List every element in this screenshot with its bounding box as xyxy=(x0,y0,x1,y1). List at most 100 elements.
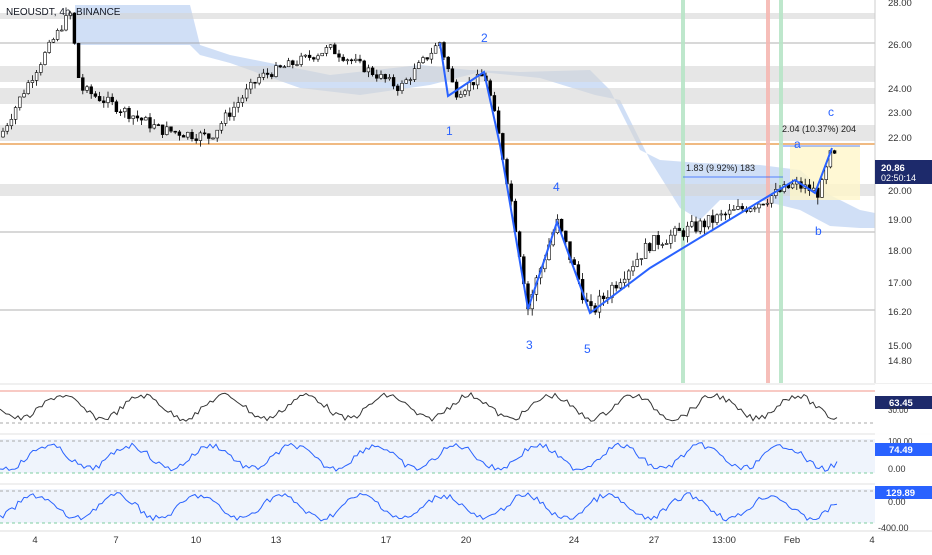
price-axis-label: 23.00 xyxy=(888,108,912,119)
resistance-zone xyxy=(0,184,875,196)
indicator-line xyxy=(0,492,838,522)
measure-label-2: 2.04 (10.37%) 204 xyxy=(782,124,856,134)
candle-body xyxy=(148,117,152,129)
candle-body xyxy=(736,206,740,210)
candle-body xyxy=(824,166,828,180)
resistance-zone xyxy=(0,13,875,19)
candle-body xyxy=(433,45,438,54)
candle-body xyxy=(496,110,501,134)
candle-body xyxy=(194,138,198,141)
resistance-zone xyxy=(0,125,875,141)
candle-body xyxy=(375,74,379,79)
candle-body xyxy=(207,133,211,139)
candle-body xyxy=(509,183,513,202)
candle-body xyxy=(114,101,119,113)
candle-body xyxy=(400,82,404,92)
candle-body xyxy=(81,77,85,91)
wave-label-c: c xyxy=(828,105,834,119)
candle-body xyxy=(492,95,497,112)
resistance-zone xyxy=(0,88,875,104)
candle-body xyxy=(698,220,702,232)
price-axis-label: 28.00 xyxy=(888,0,912,9)
rsi-tick-30: 30.00 xyxy=(888,406,909,415)
candle-body xyxy=(463,90,467,95)
candle-body xyxy=(85,86,89,91)
cci1-tick-100: 100.00 xyxy=(888,437,913,446)
indicator-panes[interactable] xyxy=(0,383,932,530)
wave-label-5: 5 xyxy=(584,342,591,356)
candle-body xyxy=(307,54,312,58)
cci2-tick-0: 0.00 xyxy=(888,497,906,507)
candlesticks[interactable] xyxy=(1,10,837,319)
candle-body xyxy=(316,55,320,60)
candle-body xyxy=(39,64,43,73)
candle-body xyxy=(417,62,421,69)
candle-body xyxy=(97,96,102,102)
candle-body xyxy=(202,132,207,135)
candle-body xyxy=(274,65,278,77)
candle-body xyxy=(22,93,26,98)
time-axis-label: 13:00 xyxy=(712,535,736,546)
candle-body xyxy=(366,67,371,73)
candle-body xyxy=(282,66,287,69)
candle-body xyxy=(765,202,770,205)
candle-body xyxy=(459,94,463,98)
candle-body xyxy=(219,123,224,131)
cci2-value: 129.89 xyxy=(886,488,915,499)
candle-body xyxy=(673,227,677,236)
candle-body xyxy=(820,179,824,198)
resistance-zone xyxy=(0,66,875,82)
candle-body xyxy=(5,125,9,132)
price-axis-label: 17.00 xyxy=(888,278,912,289)
price-axis-label: 18.00 xyxy=(888,246,912,257)
candle-body xyxy=(127,107,131,119)
last-price-value: 20.86 xyxy=(881,163,905,174)
candle-body xyxy=(648,243,652,252)
candle-body xyxy=(156,124,161,126)
elliott-wave-line[interactable] xyxy=(439,42,833,315)
candle-body xyxy=(715,214,719,223)
candle-body xyxy=(173,130,177,133)
candle-body xyxy=(181,135,186,138)
candle-body xyxy=(135,115,140,119)
price-axis-bg xyxy=(875,0,932,383)
candle-body xyxy=(559,218,564,232)
horizontal-zones xyxy=(0,13,875,311)
candle-body xyxy=(354,58,358,61)
candle-body xyxy=(748,208,753,212)
candle-body xyxy=(685,225,690,237)
candle-body xyxy=(412,68,417,80)
candle-body xyxy=(425,57,429,60)
candle-body xyxy=(635,259,639,267)
candle-body xyxy=(622,278,627,284)
annotations xyxy=(683,145,860,178)
candle-body xyxy=(732,208,736,211)
candle-body xyxy=(572,259,576,265)
time-axis[interactable]: 4 7 10 13 17 20 24 27 13:00 Feb 4 xyxy=(0,530,932,546)
candle-body xyxy=(177,131,182,136)
candle-body xyxy=(34,72,39,81)
candle-body xyxy=(299,55,303,65)
elliott-wave-path[interactable] xyxy=(439,42,833,315)
candle-body xyxy=(186,131,190,138)
price-axis-label: 16.20 xyxy=(888,307,912,318)
price-axis-label: 22.00 xyxy=(888,133,912,144)
candle-body xyxy=(232,106,236,117)
candle-body xyxy=(139,117,144,121)
candle-body xyxy=(727,209,732,215)
price-axis-label: 15.00 xyxy=(888,341,912,352)
candle-body xyxy=(123,107,127,113)
candle-body xyxy=(652,235,656,252)
candle-body xyxy=(64,15,68,31)
time-axis-label: 7 xyxy=(113,535,118,546)
candle-body xyxy=(601,295,606,300)
ichimoku-cloud xyxy=(75,5,875,228)
candle-body xyxy=(761,203,765,206)
price-axis[interactable]: 28.0026.0024.0023.0022.0021.0020.0019.00… xyxy=(874,0,932,383)
candle-body xyxy=(223,112,228,124)
candle-body xyxy=(13,107,18,120)
candle-body xyxy=(324,47,329,54)
candle-body xyxy=(631,266,635,272)
